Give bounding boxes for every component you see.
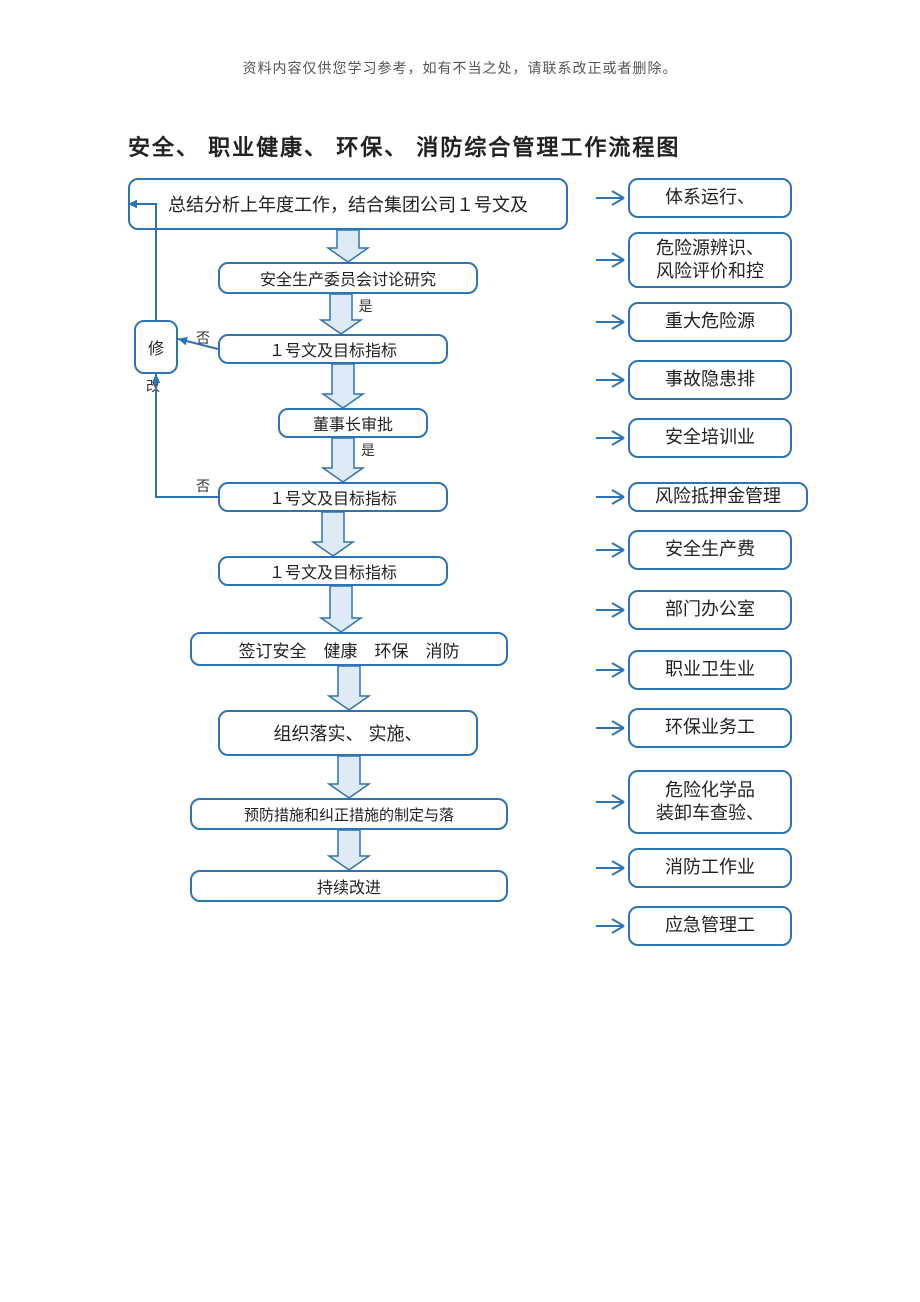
side-arrow [0,0,920,1302]
